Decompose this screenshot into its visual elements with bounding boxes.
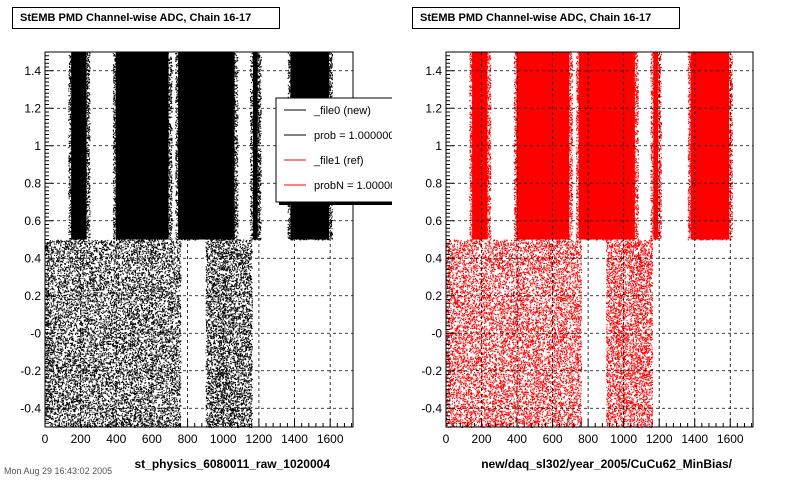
point-cloud: [250, 52, 262, 241]
x-tick-label: 1200: [646, 432, 673, 446]
legend-entry-label: probN = 1.000000: [314, 180, 402, 192]
upper-band-points-1: [68, 52, 91, 241]
x-tick-label: 1400: [281, 432, 308, 446]
y-tick-label: 0.2: [425, 289, 442, 303]
point-cloud: [446, 239, 583, 429]
upper-band-points-4: [250, 52, 262, 241]
x-tick-label: 1600: [317, 432, 344, 446]
y-tick-label: 1: [34, 139, 41, 153]
y-tick-label: 1.2: [24, 101, 41, 115]
legend-entry-label: _file1 (ref): [313, 155, 364, 167]
y-tick-label: -0.4: [20, 401, 41, 415]
y-tick-label: 1.4: [425, 64, 442, 78]
legend: _file0 (new) prob = 1.000000 _file1 (ref) p…: [275, 97, 402, 205]
y-tick-label: -0: [30, 326, 41, 340]
y-tick-label: -0.2: [20, 364, 41, 378]
y-tick-label: 1.2: [425, 101, 442, 115]
lower-band-points-1: [45, 239, 182, 429]
y-tick-label: 0.6: [24, 214, 41, 228]
x-tick-label: 800: [178, 432, 198, 446]
point-cloud: [205, 239, 253, 429]
x-tick-label: 0: [443, 432, 450, 446]
x-axis-title-left: st_physics_6080011_raw_1020004: [134, 457, 330, 471]
x-tick-label: 0: [42, 432, 49, 446]
x-tick-label: 1600: [717, 432, 744, 446]
point-cloud: [469, 52, 492, 241]
x-tick-label: 1400: [681, 432, 708, 446]
panel-title-right: StEMB PMD Channel-wise ADC, Chain 16-17: [412, 7, 680, 29]
y-tick-label: 0.2: [24, 289, 41, 303]
lower-band-points-1: [446, 239, 583, 429]
x-tick-label: 1200: [246, 432, 273, 446]
panel-title-left: StEMB PMD Channel-wise ADC, Chain 16-17: [12, 7, 280, 29]
point-cloud: [45, 239, 182, 429]
axes: 0 200 400 600 800 1000 1200 1400 1600 -0.4 -0.2 -0 0…: [20, 51, 353, 446]
x-tick-label: 1000: [610, 432, 637, 446]
y-tick-label: -0.2: [421, 364, 442, 378]
grid: [446, 52, 753, 427]
lower-band-points-2: [605, 239, 654, 429]
upper-band-points-2: [513, 52, 574, 241]
axes: 0 200 400 600 800 1000 1200 1400 1600 -0.4 -0.2 -0 0…: [421, 51, 753, 446]
plot-panel-2: 0 200 400 600 800 1000 1200 1400 1600 -0.4 -0.2 -0 0…: [421, 51, 754, 446]
x-tick-label: 400: [106, 432, 126, 446]
x-tick-label: 400: [507, 432, 527, 446]
point-cloud: [575, 52, 639, 241]
x-tick-label: 600: [543, 432, 563, 446]
y-tick-label: 0.8: [425, 176, 442, 190]
upper-band-points-3: [575, 52, 639, 241]
x-tick-label: 200: [71, 432, 91, 446]
x-tick-label: 800: [578, 432, 598, 446]
point-cloud: [605, 239, 654, 429]
upper-band-points-1: [469, 52, 492, 241]
y-tick-label: 0.4: [425, 251, 442, 265]
point-cloud: [112, 52, 173, 241]
y-tick-label: 0.6: [425, 214, 442, 228]
y-tick-label: 1: [435, 139, 442, 153]
point-cloud: [175, 52, 239, 241]
point-cloud: [687, 52, 734, 241]
upper-band-points-2: [112, 52, 173, 241]
upper-band-points-5: [687, 52, 734, 241]
point-cloud: [513, 52, 574, 241]
footer-timestamp: Mon Aug 29 16:43:02 2005: [4, 466, 113, 476]
legend-entry-label: _file0 (new): [313, 105, 371, 117]
legend-entry-label: prob = 1.000000: [314, 130, 394, 142]
x-axis-title-right: new/daq_sl302/year_2005/CuCu62_MinBias/: [481, 457, 732, 471]
upper-band-points-3: [175, 52, 239, 241]
x-tick-label: 600: [142, 432, 162, 446]
y-tick-label: 1.4: [24, 64, 41, 78]
y-tick-label: 0.4: [24, 251, 41, 265]
lower-band-points-2: [205, 239, 253, 429]
y-tick-label: 0.8: [24, 176, 41, 190]
x-tick-label: 1000: [210, 432, 237, 446]
y-tick-label: -0.4: [421, 401, 442, 415]
y-tick-label: -0: [431, 326, 442, 340]
x-tick-label: 200: [472, 432, 492, 446]
point-cloud: [68, 52, 91, 241]
